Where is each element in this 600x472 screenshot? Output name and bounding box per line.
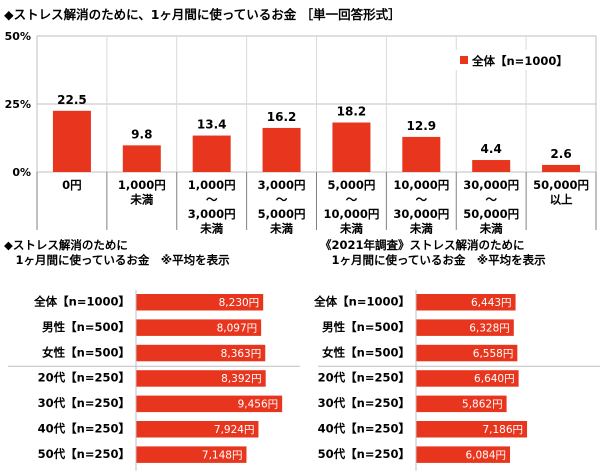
x-tick-label: 1,000円～ 3,000円未満 [188, 178, 236, 236]
row-label: 男性【n=500】 [322, 320, 410, 334]
data-label: 9.8 [131, 127, 152, 141]
data-label: 7,186円 [482, 424, 523, 436]
x-tick-label: 5,000円～ 10,000円未満 [323, 178, 379, 236]
chart-title: ◆ストレス解消のために、1ヶ月間に使っているお金 ［単一回答形式］ [4, 7, 401, 22]
row-label: 30代【n=250】 [38, 396, 130, 410]
right-panel-title: 《2021年調査》ストレス解消のために 1ヶ月間に使っているお金 ※平均を表示 [320, 238, 546, 267]
bar [136, 446, 247, 463]
data-label: 2.6 [550, 147, 571, 161]
data-label: 13.4 [197, 118, 227, 132]
data-label: 4.4 [481, 142, 502, 156]
bar [136, 344, 266, 362]
x-tick-label: 1,000円未満 [118, 178, 166, 207]
x-tick-label: 50,000円以上 [533, 178, 589, 207]
row-label: 50代【n=250】 [318, 447, 410, 461]
y-tick-label: 0% [12, 166, 31, 179]
bar [262, 127, 301, 172]
data-label: 16.2 [267, 110, 297, 124]
data-label: 6,328円 [469, 322, 510, 334]
data-label: 8,392円 [221, 373, 262, 385]
bar [136, 319, 262, 336]
row-label: 男性【n=500】 [42, 320, 130, 334]
left-panel-title: ◆ストレス解消のために 1ヶ月間に使っているお金 ※平均を表示 [4, 238, 230, 267]
bar [416, 344, 518, 362]
bar [136, 294, 264, 311]
data-label: 7,924円 [214, 424, 255, 436]
data-label: 12.9 [407, 119, 437, 133]
data-label: 8,230円 [219, 297, 260, 309]
bar [416, 421, 528, 438]
bar [472, 160, 511, 172]
x-tick-label: 3,000円～ 5,000円未満 [258, 178, 306, 236]
bar [122, 145, 161, 172]
x-tick-label: 0円 [62, 178, 82, 192]
data-label: 7,148円 [202, 449, 243, 461]
row-label: 40代【n=250】 [38, 422, 130, 436]
row-label: 40代【n=250】 [318, 422, 410, 436]
bar [52, 110, 91, 172]
row-label: 女性【n=500】 [322, 345, 410, 359]
row-label: 50代【n=250】 [38, 447, 130, 461]
data-label: 18.2 [337, 104, 367, 118]
data-label: 6,084円 [465, 449, 506, 461]
row-label: 20代【n=250】 [318, 371, 410, 385]
bar [416, 294, 516, 311]
x-tick-label: 10,000円～ 30,000円未満 [393, 178, 449, 236]
data-label: 6,443円 [471, 297, 512, 309]
x-tick-label: 30,000円～ 50,000円未満 [463, 178, 519, 236]
bar [416, 370, 519, 387]
y-tick-label: 50% [5, 30, 31, 43]
bar [192, 135, 231, 172]
bar [332, 122, 371, 172]
bar [136, 395, 283, 413]
row-label: 全体【n=1000】 [33, 295, 130, 309]
data-label: 8,363円 [221, 348, 262, 360]
bar [402, 136, 441, 172]
bar [416, 319, 514, 336]
data-label: 6,558円 [473, 348, 514, 360]
legend-background [454, 50, 578, 70]
bar [416, 446, 511, 463]
bar [542, 164, 581, 172]
y-tick-label: 25% [5, 98, 31, 111]
row-label: 女性【n=500】 [42, 345, 130, 359]
legend-label: 全体【n=1000】 [471, 54, 568, 68]
bar [136, 421, 259, 438]
row-label: 20代【n=250】 [38, 371, 130, 385]
legend-swatch [460, 56, 468, 64]
data-label: 9,456円 [238, 399, 279, 411]
data-label: 6,640円 [474, 373, 515, 385]
data-label: 22.5 [57, 93, 87, 107]
bar [136, 370, 266, 387]
data-label: 8,097円 [217, 322, 258, 334]
data-label: 5,862円 [462, 399, 503, 411]
row-label: 全体【n=1000】 [313, 295, 410, 309]
bar [416, 395, 507, 413]
row-label: 30代【n=250】 [318, 396, 410, 410]
